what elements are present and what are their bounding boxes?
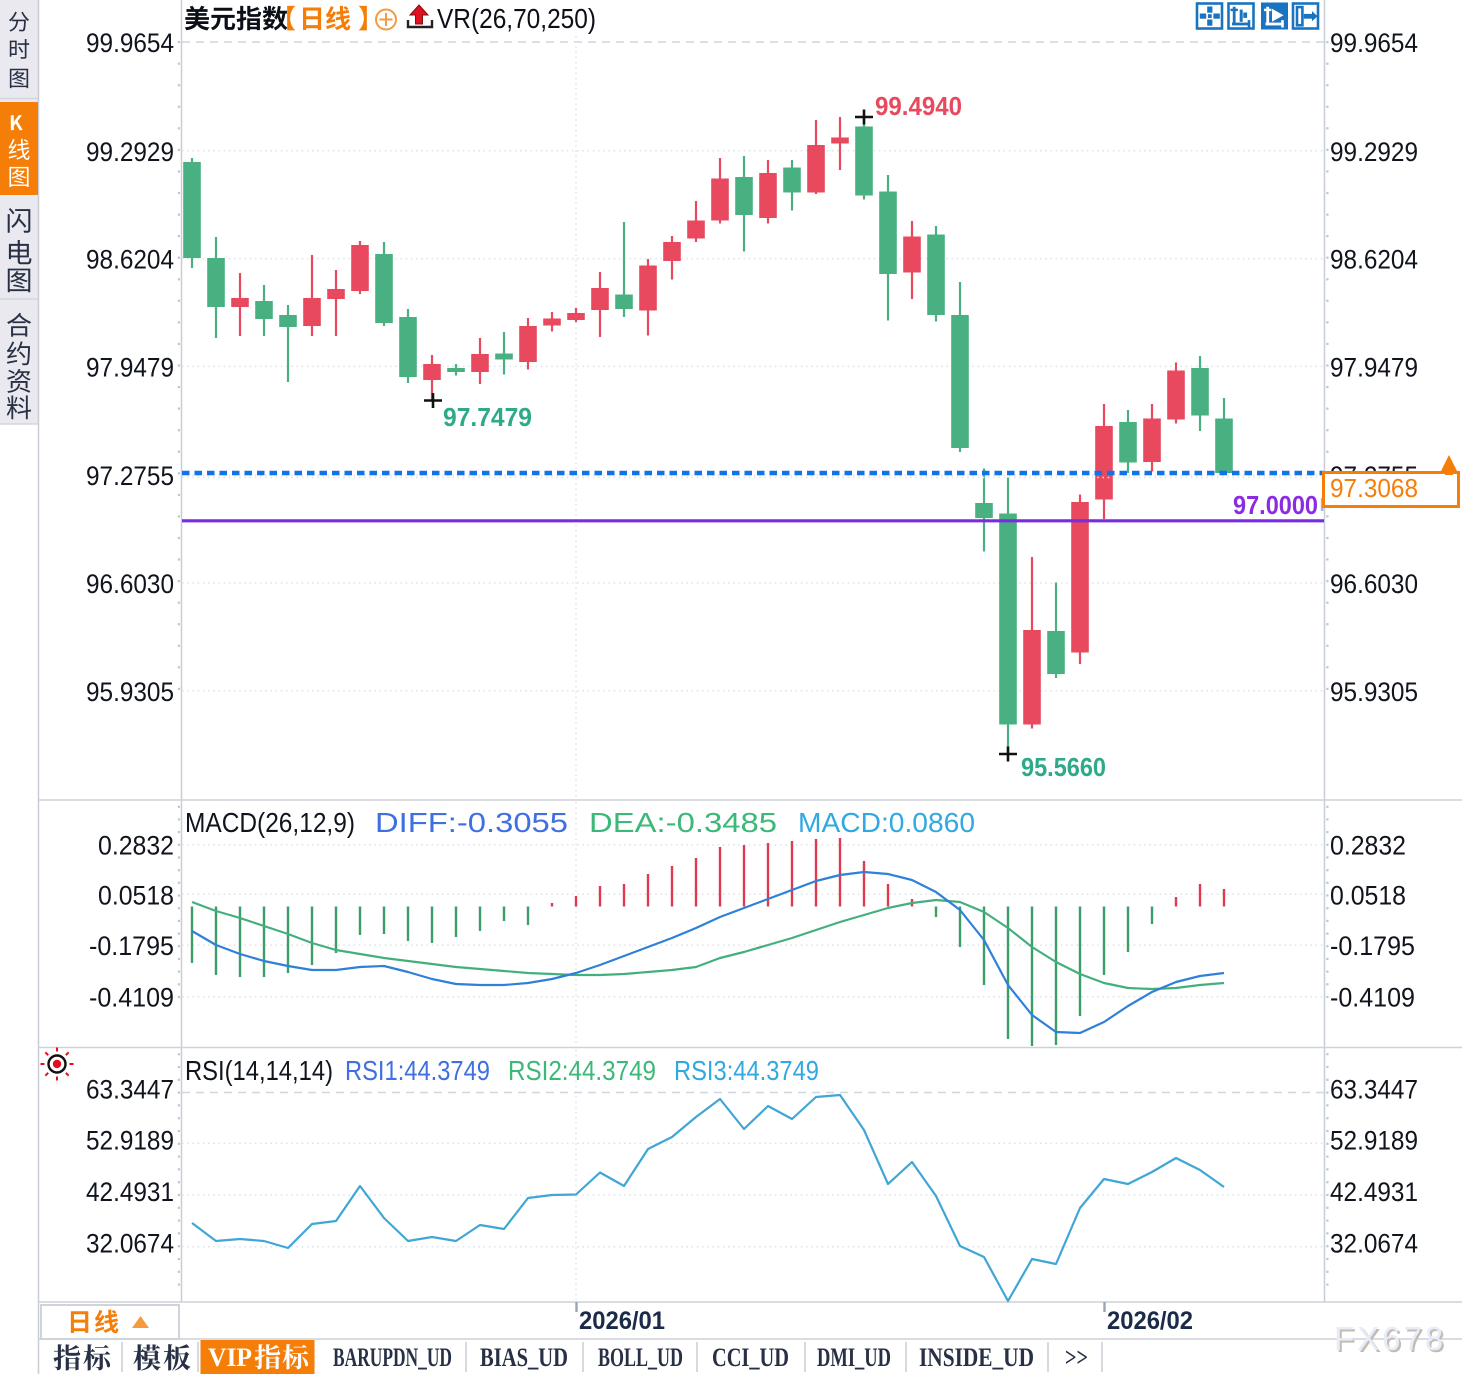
svg-text:FX678: FX678 bbox=[1334, 1320, 1446, 1357]
svg-text:0.0518: 0.0518 bbox=[1330, 880, 1406, 910]
svg-text:MACD(26,12,9): MACD(26,12,9) bbox=[185, 807, 355, 838]
svg-text:BIAS_UD: BIAS_UD bbox=[480, 1343, 568, 1372]
svg-text:VR(26,70,250): VR(26,70,250) bbox=[437, 3, 596, 34]
svg-text:VIP: VIP bbox=[208, 1343, 252, 1372]
svg-text:97.7479: 97.7479 bbox=[443, 402, 532, 432]
svg-text:96.6030: 96.6030 bbox=[1330, 569, 1418, 599]
svg-text:0.2832: 0.2832 bbox=[98, 831, 174, 861]
svg-text:95.9305: 95.9305 bbox=[1330, 677, 1418, 707]
svg-text:2026/01: 2026/01 bbox=[579, 1307, 665, 1335]
svg-text:95.9305: 95.9305 bbox=[86, 677, 174, 707]
svg-text:RSI1:44.3749: RSI1:44.3749 bbox=[345, 1055, 490, 1086]
svg-text:BARUPDN_UD: BARUPDN_UD bbox=[333, 1343, 452, 1372]
svg-text:RSI2:44.3749: RSI2:44.3749 bbox=[508, 1055, 656, 1086]
svg-text:99.2929: 99.2929 bbox=[1330, 137, 1418, 167]
svg-text:97.3068: 97.3068 bbox=[1330, 473, 1418, 503]
svg-text:97.2755: 97.2755 bbox=[86, 461, 174, 491]
svg-text:-0.4109: -0.4109 bbox=[1330, 983, 1415, 1013]
svg-text:98.6204: 98.6204 bbox=[1330, 245, 1418, 275]
svg-text:97.9479: 97.9479 bbox=[86, 352, 174, 382]
svg-text:DIFF:-0.3055: DIFF:-0.3055 bbox=[375, 807, 568, 838]
svg-text:MACD:0.0860: MACD:0.0860 bbox=[798, 807, 975, 838]
svg-text:BOLL_UD: BOLL_UD bbox=[598, 1343, 683, 1372]
svg-text:96.6030: 96.6030 bbox=[86, 569, 174, 599]
svg-text:DEA:-0.3485: DEA:-0.3485 bbox=[589, 807, 777, 838]
svg-text:63.3447: 63.3447 bbox=[1330, 1075, 1418, 1105]
svg-text:99.2929: 99.2929 bbox=[86, 137, 174, 167]
svg-text:0.2832: 0.2832 bbox=[1330, 831, 1406, 861]
svg-text:99.9654: 99.9654 bbox=[86, 28, 174, 58]
svg-text:0.0518: 0.0518 bbox=[98, 880, 174, 910]
svg-text:FX678: FX678 bbox=[1336, 1322, 1448, 1359]
svg-text:63.3447: 63.3447 bbox=[86, 1075, 174, 1105]
svg-text:-0.1795: -0.1795 bbox=[1330, 931, 1415, 961]
svg-text:-0.1795: -0.1795 bbox=[89, 931, 174, 961]
svg-text:INSIDE_UD: INSIDE_UD bbox=[919, 1343, 1034, 1372]
svg-text:99.4940: 99.4940 bbox=[875, 91, 962, 121]
svg-text:95.5660: 95.5660 bbox=[1021, 752, 1106, 782]
svg-text:32.0674: 32.0674 bbox=[86, 1229, 174, 1259]
svg-text:32.0674: 32.0674 bbox=[1330, 1229, 1418, 1259]
svg-text:98.6204: 98.6204 bbox=[86, 245, 174, 275]
svg-text:52.9189: 52.9189 bbox=[1330, 1125, 1418, 1155]
svg-text:RSI3:44.3749: RSI3:44.3749 bbox=[674, 1055, 819, 1086]
svg-text:DMI_UD: DMI_UD bbox=[817, 1343, 891, 1372]
svg-text:97.0000: 97.0000 bbox=[1233, 490, 1318, 520]
svg-text:>>: >> bbox=[1065, 1343, 1088, 1372]
svg-text:52.9189: 52.9189 bbox=[86, 1125, 174, 1155]
svg-text:-0.4109: -0.4109 bbox=[89, 983, 174, 1013]
svg-text:99.9654: 99.9654 bbox=[1330, 28, 1418, 58]
svg-text:2026/02: 2026/02 bbox=[1107, 1307, 1193, 1335]
svg-text:42.4931: 42.4931 bbox=[1330, 1177, 1418, 1207]
svg-text:CCI_UD: CCI_UD bbox=[712, 1343, 789, 1372]
svg-text:42.4931: 42.4931 bbox=[86, 1177, 174, 1207]
svg-text:97.9479: 97.9479 bbox=[1330, 352, 1418, 382]
svg-text:RSI(14,14,14): RSI(14,14,14) bbox=[185, 1055, 333, 1086]
